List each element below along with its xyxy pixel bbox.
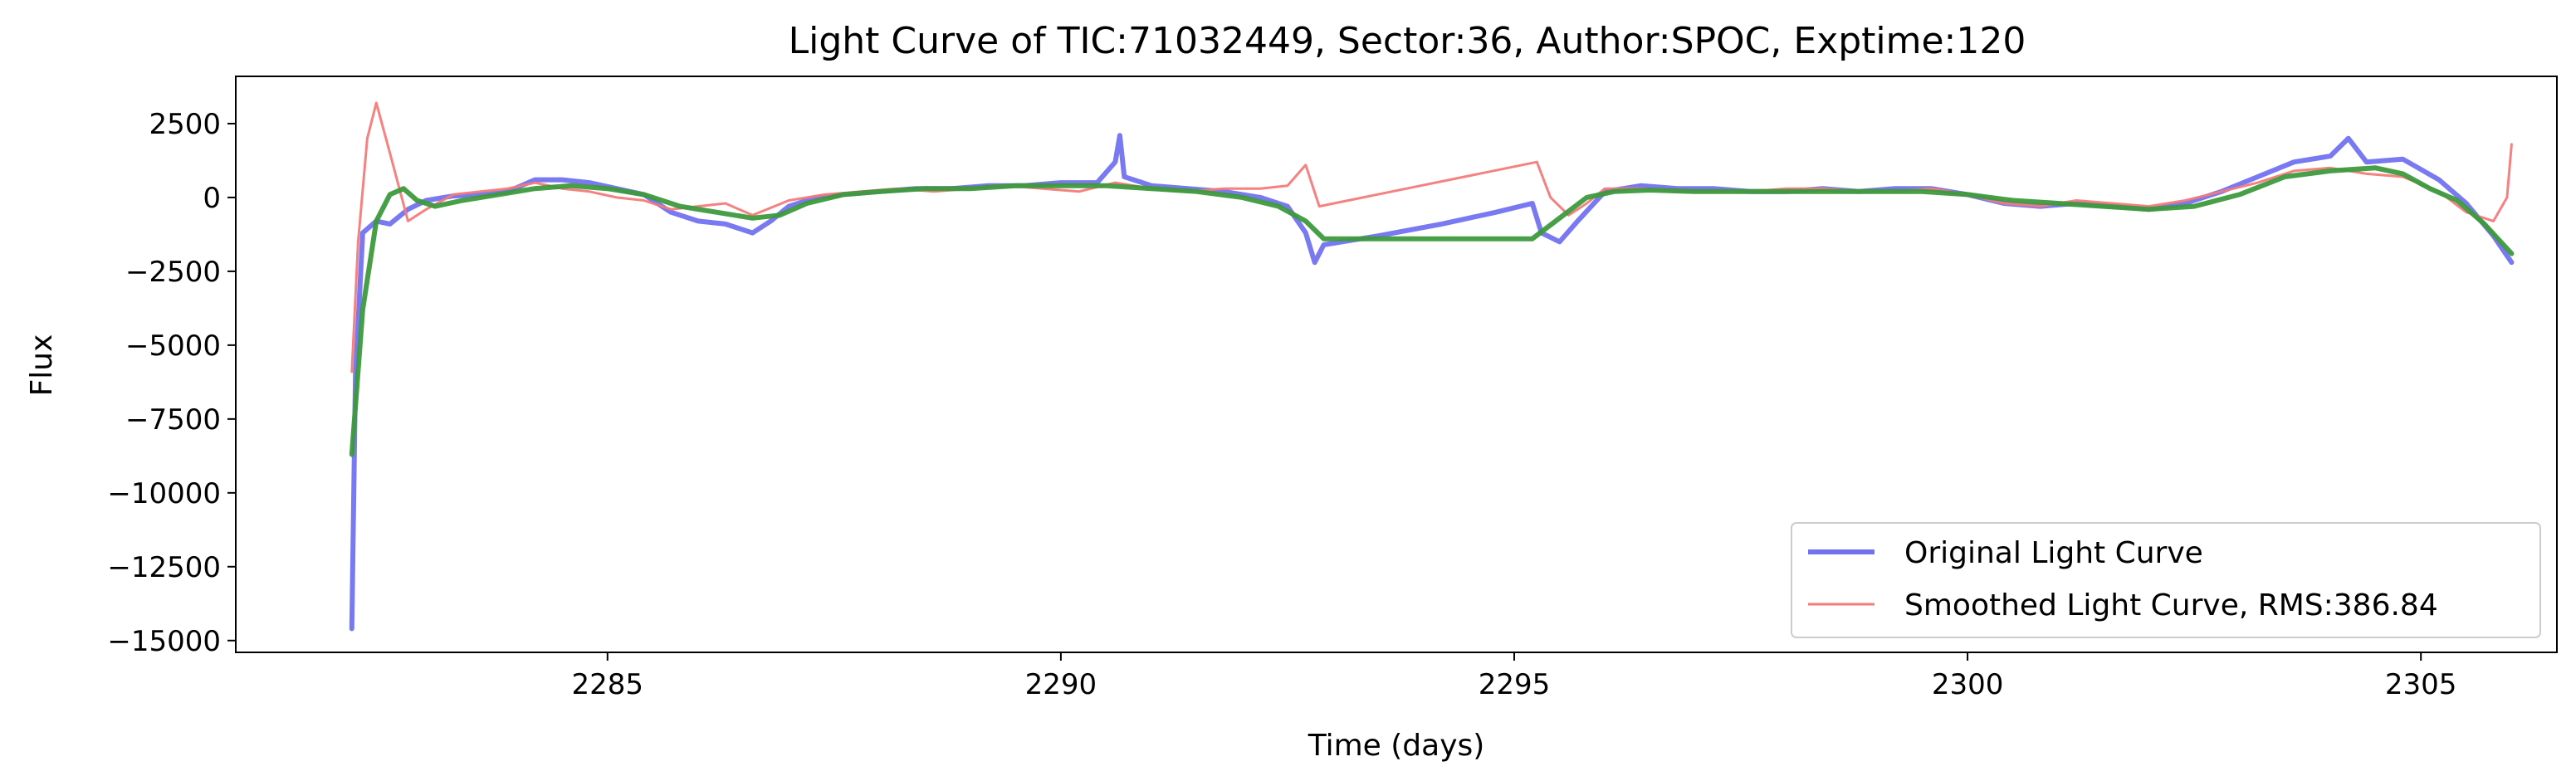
y-tick-label: 2500 [149, 108, 221, 141]
x-tick-label: 2285 [572, 668, 644, 701]
series-smoothed-light-curve [350, 101, 2513, 373]
legend: Original Light Curve Smoothed Light Curv… [1791, 522, 2541, 638]
y-tick-label: −10000 [107, 477, 221, 510]
x-tick-label: 2295 [1479, 668, 1551, 701]
chart-title: Light Curve of TIC:71032449, Sector:36, … [789, 20, 2026, 62]
legend-label-original: Original Light Curve [1904, 536, 2203, 570]
y-tick-label: −15000 [107, 625, 221, 658]
legend-label-smoothed: Smoothed Light Curve, RMS:386.84 [1904, 588, 2438, 622]
y-axis-label: Flux [25, 334, 59, 397]
x-tick-label: 2300 [1932, 668, 2004, 701]
legend-box [1791, 522, 2541, 638]
y-tick-label: −2500 [125, 256, 221, 289]
y-tick-label: −12500 [107, 551, 221, 584]
x-axis: 2285 2290 2295 2300 2305 [572, 652, 2457, 701]
x-tick-label: 2290 [1025, 668, 1097, 701]
y-axis: 2500 0 −2500 −5000 −7500 −10000 −12500 −15000 [107, 108, 236, 658]
series-trend-line [349, 165, 2515, 457]
x-axis-label: Time (days) [1308, 729, 1485, 763]
x-tick-label: 2305 [2385, 668, 2457, 701]
y-tick-label: −5000 [125, 329, 221, 363]
y-tick-label: 0 [203, 182, 221, 215]
plot-area [235, 76, 2558, 653]
plot-frame [235, 76, 2558, 653]
y-tick-label: −7500 [125, 403, 221, 437]
